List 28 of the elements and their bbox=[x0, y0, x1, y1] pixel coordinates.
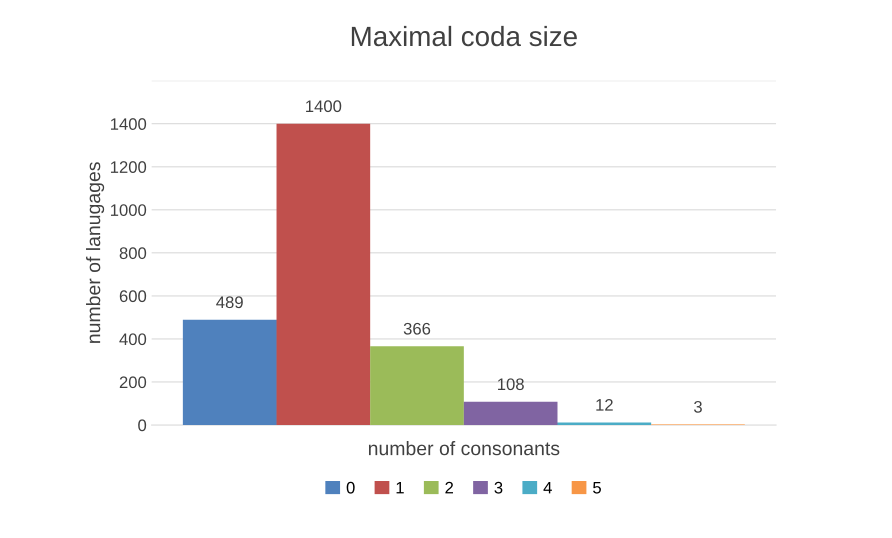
data-label: 12 bbox=[596, 399, 613, 411]
y-tick-label: 1000 bbox=[110, 204, 146, 216]
legend-label: 0 bbox=[346, 482, 355, 494]
data-label: 366 bbox=[404, 322, 430, 335]
y-tick-label: 1200 bbox=[110, 161, 146, 173]
legend-label: 1 bbox=[396, 482, 404, 494]
legend-label: 2 bbox=[445, 482, 454, 494]
bar bbox=[370, 346, 464, 426]
legend-label: 4 bbox=[543, 482, 552, 494]
bar bbox=[182, 320, 277, 426]
data-label: 3 bbox=[694, 400, 702, 413]
y-tick-label: 0 bbox=[138, 419, 146, 432]
legend-label: 3 bbox=[494, 482, 502, 494]
bar bbox=[276, 124, 370, 426]
y-axis-title: number of lanugages bbox=[86, 162, 104, 343]
y-tick-label: 1400 bbox=[110, 118, 146, 130]
y-tick-label: 800 bbox=[120, 247, 146, 260]
y-tick-label: 200 bbox=[120, 376, 146, 388]
bar bbox=[464, 402, 558, 426]
data-label: 1400 bbox=[306, 100, 342, 112]
legend-label: 5 bbox=[593, 482, 601, 494]
y-tick-label: 600 bbox=[120, 290, 146, 302]
y-tick-label: 400 bbox=[119, 333, 146, 346]
data-label: 108 bbox=[498, 378, 524, 390]
data-label: 489 bbox=[216, 296, 243, 308]
chart-title: Maximal coda size bbox=[352, 26, 577, 46]
bar bbox=[558, 422, 652, 426]
x-axis-title: number of consonants bbox=[368, 440, 560, 456]
